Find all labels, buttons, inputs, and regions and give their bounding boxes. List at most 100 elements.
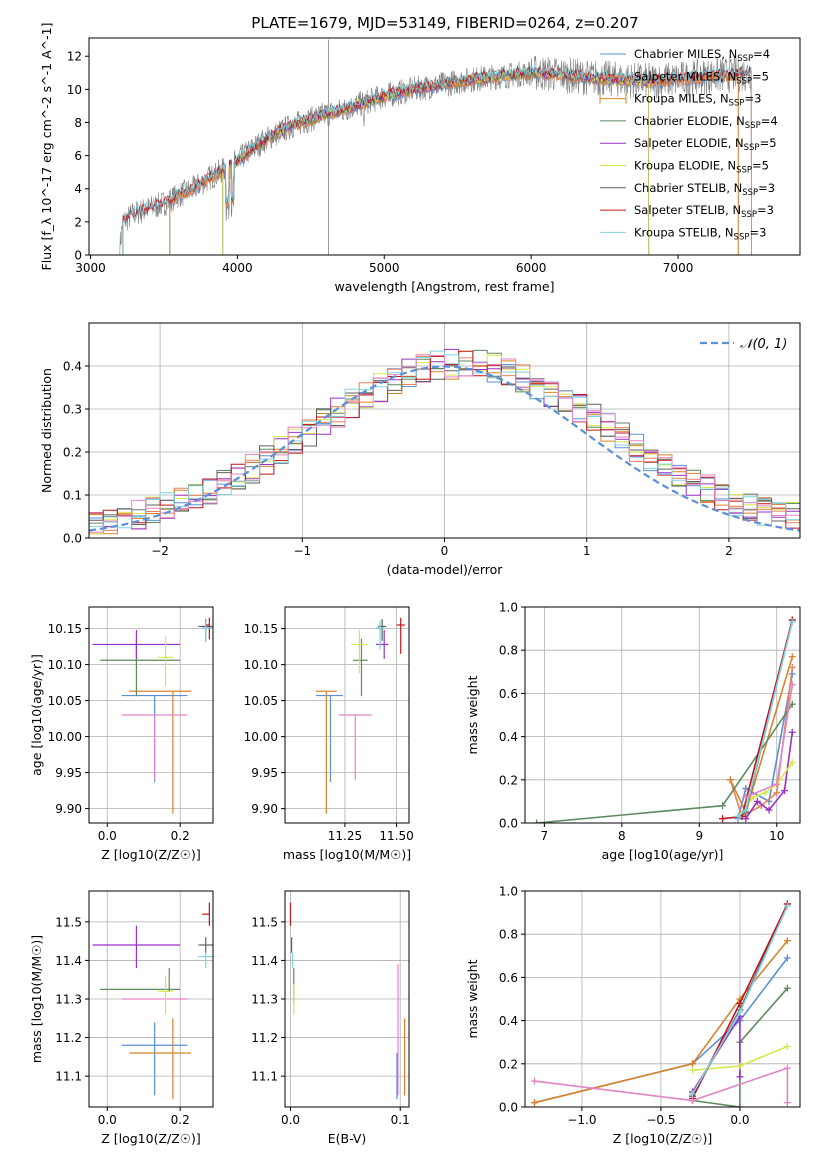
x-tick-label: 5000 — [369, 261, 400, 275]
plot-frame — [524, 890, 801, 1108]
y-tick-label: 9.95 — [55, 766, 82, 780]
y-tick-label: 6 — [74, 149, 82, 163]
y-tick-label: 10.00 — [48, 730, 82, 744]
y-tick-label: 0.4 — [499, 1014, 518, 1028]
y-tick-label: 11.2 — [251, 1031, 278, 1045]
x-axis-label: Z [log10(Z/Z☉)] — [101, 847, 201, 862]
errorbars — [289, 902, 406, 1100]
y-tick-label: 11.1 — [55, 1070, 82, 1084]
plot-frame — [524, 606, 801, 824]
x-tick-label: 11.50 — [379, 829, 413, 843]
legend-label: Kroupa STELIB, NSSP=3 — [634, 225, 766, 242]
x-tick-label: 3000 — [75, 261, 106, 275]
legend-label-value: =3 — [757, 203, 774, 217]
legend-label: Chabrier STELIB, NSSP=3 — [634, 181, 775, 198]
x-tick-label: 10 — [769, 829, 784, 843]
legend-label-value: =4 — [753, 47, 770, 61]
spectrum-lines — [119, 39, 752, 255]
weight-vs-age-panel: 7 8 9 10 0.0 0.2 0.4 0.6 0.8 1.0 age [log10(age/yr… — [465, 601, 801, 862]
y-tick-label: 0.6 — [499, 971, 518, 985]
y-axis-label: mass weight — [465, 675, 480, 754]
y-tick-label: 10.15 — [48, 622, 82, 636]
y-tick-label: 0.4 — [63, 360, 82, 374]
x-tick-label: 4000 — [222, 261, 253, 275]
mass-vs-ebv-panel: 0.0 0.1 11.1 11.2 11.3 11.4 11.5 E(B-V) — [251, 890, 410, 1146]
figure-title: PLATE=1679, MJD=53149, FIBERID=0264, z=0… — [251, 14, 638, 32]
y-tick-label: 0.2 — [499, 1057, 518, 1071]
model-spectrum-kroupa-stelib — [122, 65, 752, 255]
mass-vs-Z-panel: 0.0 0.2 11.1 11.2 11.3 11.4 11.5 Z [log10(Z/Z☉)… — [29, 890, 214, 1146]
legend-label: 𝒩(0, 1) — [740, 337, 787, 352]
x-tick-label: 7000 — [663, 261, 694, 275]
y-tick-label: 0.2 — [499, 773, 518, 787]
y-tick-label: 11.4 — [55, 954, 82, 968]
y-tick-label: 10 — [67, 83, 82, 97]
x-tick-label: 9 — [695, 829, 703, 843]
y-tick-label: 9.90 — [55, 802, 82, 816]
legend-label-value: =5 — [752, 159, 769, 173]
legend-label-subscript: SSP — [744, 143, 760, 153]
errorbars — [316, 617, 405, 814]
x-axis-label: (data-model)/error — [387, 562, 504, 577]
x-axis-label: age [log10(age/yr)] — [602, 847, 724, 862]
x-tick-label: 2 — [725, 544, 733, 558]
y-tick-label: 1.0 — [499, 601, 518, 615]
y-tick-label: 10.10 — [244, 658, 278, 672]
weight-series-line — [534, 940, 789, 1104]
x-tick-label: 11.25 — [328, 829, 362, 843]
x-tick-label: 6000 — [516, 261, 547, 275]
y-tick-label: 2 — [74, 215, 82, 229]
spectrum-legend: Chabrier MILES, NSSP=4 Salpeter MILES, NS… — [599, 47, 778, 242]
y-tick-label: 11.3 — [251, 993, 278, 1007]
spectrum-panel: 3000 4000 5000 6000 7000 0 2 4 6 8 10 12 wavelength … — [39, 23, 801, 294]
y-tick-label: 0.0 — [63, 532, 82, 546]
legend-label: Salpeter STELIB, NSSP=3 — [634, 203, 774, 220]
legend-label-value: =5 — [760, 136, 777, 150]
x-tick-label: 1 — [583, 544, 591, 558]
legend-label-subscript: SSP — [737, 54, 753, 64]
y-axis-label: mass [log10(M/M☉)] — [29, 935, 44, 1063]
x-tick-label: 0.0 — [98, 1113, 117, 1127]
y-tick-label: 9.90 — [251, 802, 278, 816]
y-tick-label: 10.15 — [244, 622, 278, 636]
y-tick-label: 10.05 — [48, 694, 82, 708]
legend-label-value: =3 — [744, 92, 761, 106]
x-tick-label: −1.0 — [567, 1113, 596, 1127]
y-axis-label: Normed distribution — [39, 368, 54, 493]
y-tick-label: 0.6 — [499, 687, 518, 701]
weight-vs-Z-panel: −1.0 −0.5 0.0 0.0 0.2 0.4 0.6 0.8 1.0 Z [log10(Z/… — [465, 885, 801, 1146]
y-tick-label: 0.2 — [63, 446, 82, 460]
y-tick-label: 11.2 — [55, 1031, 82, 1045]
errorbars — [92, 902, 213, 1100]
x-axis-label: Z [log10(Z/Z☉)] — [613, 1131, 713, 1146]
x-tick-label: 0.2 — [171, 1113, 190, 1127]
legend-label: Chabrier MILES, NSSP=4 — [634, 47, 770, 64]
x-tick-label: 0.2 — [171, 829, 190, 843]
y-tick-label: 1.0 — [499, 885, 518, 899]
legend-label-subscript: SSP — [742, 188, 758, 198]
legend-label: Salpeter MILES, NSSP=5 — [634, 69, 769, 86]
y-tick-label: 11.4 — [251, 954, 278, 968]
x-tick-label: 8 — [618, 829, 626, 843]
y-tick-label: 11.3 — [55, 993, 82, 1007]
plot-frame — [284, 606, 410, 824]
weight-series-line — [534, 1066, 789, 1103]
y-tick-label: 11.5 — [55, 915, 82, 929]
y-tick-label: 11.5 — [251, 915, 278, 929]
x-tick-label: 7 — [541, 829, 549, 843]
legend-label-subscript: SSP — [741, 210, 757, 220]
y-axis-label: mass weight — [465, 959, 480, 1038]
y-tick-label: 0.3 — [63, 403, 82, 417]
y-tick-label: 0.0 — [499, 1101, 518, 1115]
legend-label-subscript: SSP — [745, 121, 761, 131]
x-tick-label: 0 — [441, 544, 449, 558]
weight-lines — [530, 900, 791, 1107]
x-tick-label: −2 — [151, 544, 169, 558]
y-tick-label: 12 — [67, 50, 82, 64]
x-axis-label: E(B-V) — [328, 1131, 367, 1146]
plot-frame — [88, 37, 801, 256]
y-axis-label: Flux [f_λ 10^-17 erg cm^-2 s^-1 A^-1] — [39, 23, 54, 271]
y-tick-label: 0.8 — [499, 644, 518, 658]
x-tick-label: 0.0 — [98, 829, 117, 843]
